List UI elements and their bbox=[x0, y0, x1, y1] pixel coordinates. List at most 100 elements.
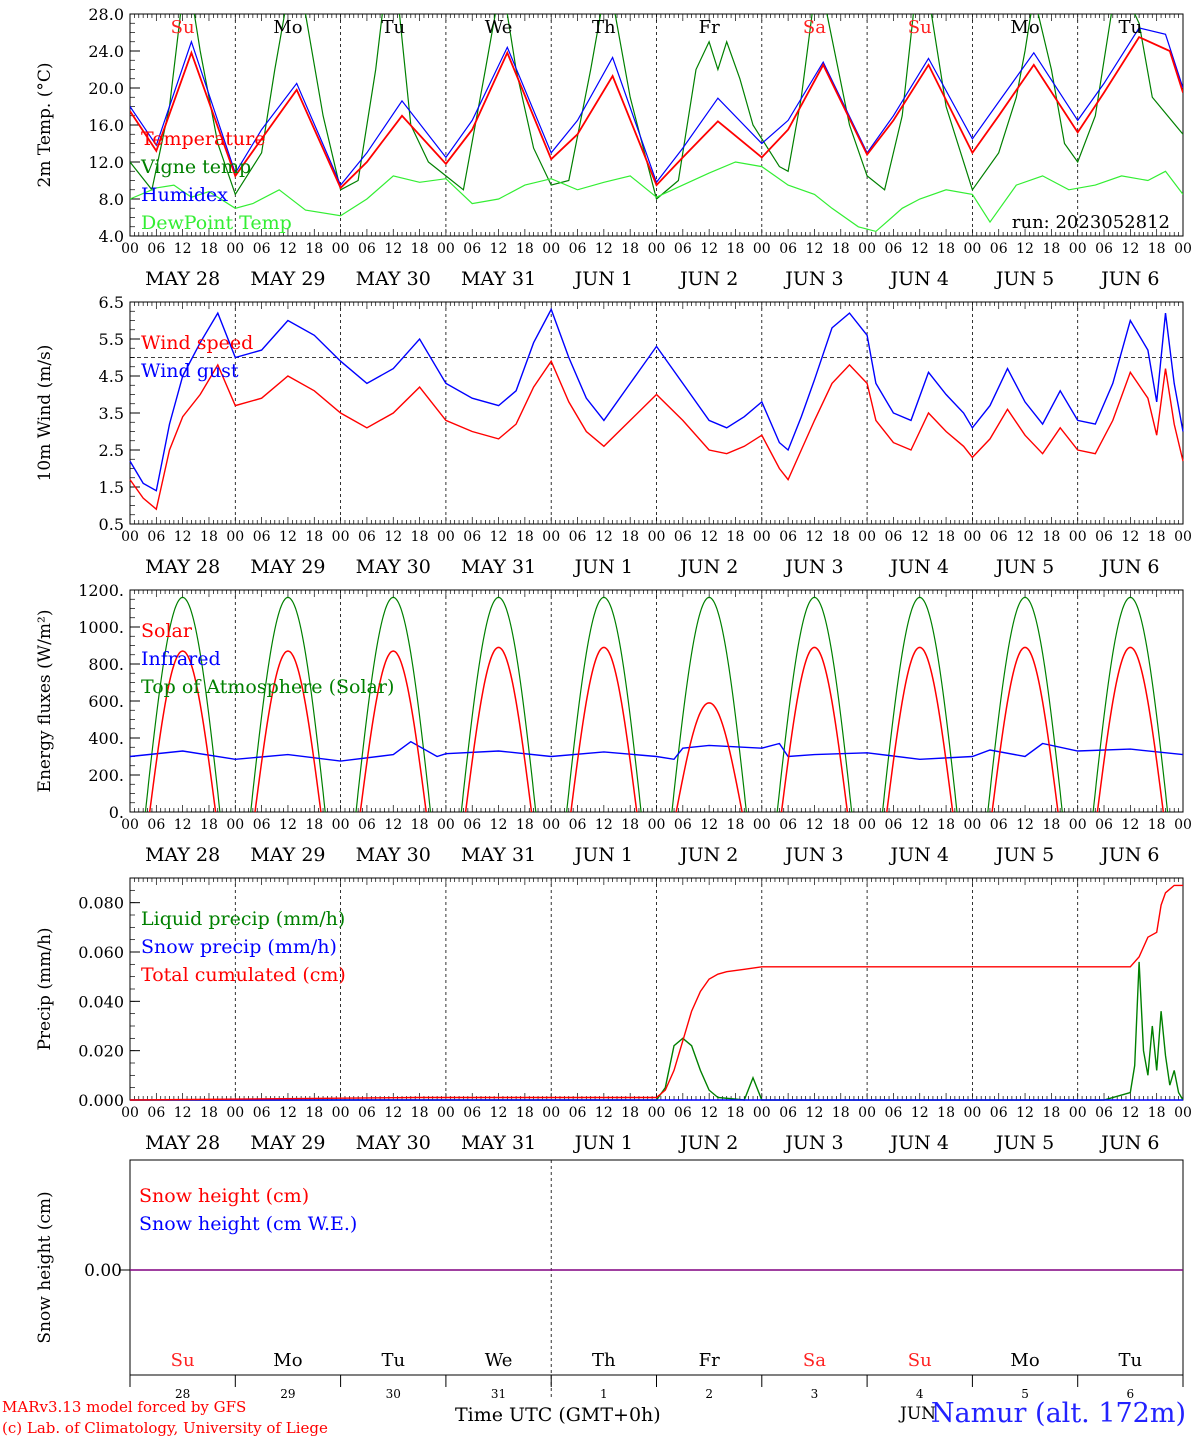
x-tick-label: 12 bbox=[279, 1105, 297, 1121]
x-tick-label: 12 bbox=[384, 241, 402, 257]
date-label: JUN 4 bbox=[889, 556, 949, 578]
weekday-label: Tu bbox=[381, 1350, 405, 1371]
x-tick-label: 12 bbox=[1016, 817, 1034, 833]
date-label: MAY 28 bbox=[145, 1132, 220, 1154]
x-tick-label: 06 bbox=[358, 817, 376, 833]
x-tick-label: 00 bbox=[963, 1105, 981, 1121]
x-tick-label: 12 bbox=[279, 241, 297, 257]
x-tick-label: 00 bbox=[753, 241, 771, 257]
x-tick-label: 12 bbox=[911, 529, 929, 545]
x-tick-label: 06 bbox=[990, 817, 1008, 833]
x-tick-label: 06 bbox=[885, 241, 903, 257]
x-tick-label: 06 bbox=[253, 817, 271, 833]
x-tick-label: 06 bbox=[569, 1105, 587, 1121]
y-tick-label: 800. bbox=[88, 655, 124, 674]
x-tick-label: 00 bbox=[1174, 529, 1192, 545]
x-tick-label: 18 bbox=[305, 241, 323, 257]
weekday-label: Mo bbox=[273, 1350, 302, 1371]
weekday-label: Mo bbox=[273, 17, 302, 38]
x-tick-label: 12 bbox=[595, 241, 613, 257]
date-label: JUN 4 bbox=[889, 268, 949, 290]
x-tick-label: 12 bbox=[911, 241, 929, 257]
x-tick-label: 06 bbox=[674, 529, 692, 545]
y-tick-label: 600. bbox=[88, 692, 124, 711]
toa-solar-curve bbox=[671, 596, 747, 813]
temperature-series-group bbox=[130, 14, 1183, 233]
x-tick-label: 00 bbox=[226, 817, 244, 833]
x-tick-label: 18 bbox=[200, 1105, 218, 1121]
x-tick-label: 18 bbox=[832, 817, 850, 833]
x-tick-label: 00 bbox=[1174, 1105, 1192, 1121]
x-tick-label: 06 bbox=[358, 1105, 376, 1121]
x-tick-label: 12 bbox=[806, 529, 824, 545]
solar-curve bbox=[570, 646, 638, 813]
x-tick-label: 12 bbox=[806, 817, 824, 833]
x-tick-label: 12 bbox=[1016, 241, 1034, 257]
x-tick-label: 06 bbox=[463, 241, 481, 257]
x-tick-label: 06 bbox=[1095, 241, 1113, 257]
x-tick-label: 18 bbox=[516, 1105, 534, 1121]
x-tick-label: 06 bbox=[990, 529, 1008, 545]
x-tick-label: 12 bbox=[595, 1105, 613, 1121]
x-tick-label: 06 bbox=[253, 1105, 271, 1121]
date-label: JUN 5 bbox=[994, 268, 1054, 290]
credit-lab: (c) Lab. of Climatology, University of L… bbox=[2, 1419, 328, 1437]
date-label: JUN 3 bbox=[783, 268, 843, 290]
x-tick-label: 00 bbox=[1069, 1105, 1087, 1121]
legend-solar: Solar bbox=[141, 620, 193, 642]
date-label: JUN 4 bbox=[889, 1132, 949, 1154]
y-axis-label: 2m Temp. (°C) bbox=[35, 62, 55, 187]
date-label: JUN 2 bbox=[678, 844, 738, 866]
x-tick-label: 12 bbox=[174, 529, 192, 545]
x-tick-label: 12 bbox=[1121, 817, 1139, 833]
date-label: JUN 5 bbox=[994, 844, 1054, 866]
solar-curve bbox=[780, 646, 849, 813]
date-label: JUN 3 bbox=[783, 844, 843, 866]
legend-snow-height-cm-: Snow height (cm) bbox=[139, 1185, 309, 1207]
y-tick-label: 2.5 bbox=[99, 441, 124, 460]
x-tick-label: 00 bbox=[648, 1105, 666, 1121]
x-tick-label: 12 bbox=[700, 529, 718, 545]
date-label: JUN 1 bbox=[573, 268, 633, 290]
toa-solar-curve bbox=[881, 596, 958, 813]
y-tick-label: 0.000 bbox=[78, 1091, 124, 1110]
date-label: MAY 31 bbox=[461, 844, 536, 866]
weekday-label: Mo bbox=[1010, 1350, 1039, 1371]
y-tick-label: 200. bbox=[88, 766, 124, 785]
date-label: JUN 6 bbox=[1099, 844, 1159, 866]
legend-snow-height-cm-w-e-: Snow height (cm W.E.) bbox=[139, 1213, 357, 1235]
legend-vigne-temp: Vigne temp bbox=[140, 156, 251, 178]
x-tick-label: 00 bbox=[963, 241, 981, 257]
x-tick-label: 06 bbox=[147, 241, 165, 257]
date-label: JUN 6 bbox=[1099, 1132, 1159, 1154]
x-tick-label: 18 bbox=[305, 1105, 323, 1121]
weekday-label: We bbox=[485, 17, 513, 38]
date-label: JUN 4 bbox=[889, 844, 949, 866]
x-tick-label: 12 bbox=[700, 817, 718, 833]
x-tick-label: 12 bbox=[1121, 241, 1139, 257]
x-tick-label: 00 bbox=[753, 817, 771, 833]
x-tick-label: 00 bbox=[121, 241, 139, 257]
y-tick-label: 3.5 bbox=[99, 404, 124, 423]
date-label: MAY 31 bbox=[461, 556, 536, 578]
weekday-label: Mo bbox=[1010, 17, 1039, 38]
x-tick-label: 06 bbox=[1095, 817, 1113, 833]
x-tick-label: 00 bbox=[648, 529, 666, 545]
toa-solar-curve bbox=[355, 596, 432, 813]
x-tick-label: 18 bbox=[516, 241, 534, 257]
weekday-label: Tu bbox=[1119, 17, 1143, 38]
x-tick-label: 00 bbox=[858, 817, 876, 833]
x-tick-label: 06 bbox=[990, 1105, 1008, 1121]
x-tick-label: 18 bbox=[200, 241, 218, 257]
wind-gust-line bbox=[129, 307, 1184, 492]
x-tick-label: 18 bbox=[621, 1105, 639, 1121]
solar-curve bbox=[254, 650, 322, 813]
weekday-label: Sa bbox=[803, 17, 826, 38]
x-tick-label: 12 bbox=[1121, 1105, 1139, 1121]
y-tick-label: 0.040 bbox=[78, 992, 124, 1011]
x-tick-label: 18 bbox=[937, 817, 955, 833]
x-tick-label: 18 bbox=[727, 1105, 745, 1121]
y-tick-label: 12.0 bbox=[88, 153, 124, 172]
x-tick-label: 12 bbox=[806, 241, 824, 257]
credit-model: MARv3.13 model forced by GFS bbox=[2, 1398, 247, 1416]
